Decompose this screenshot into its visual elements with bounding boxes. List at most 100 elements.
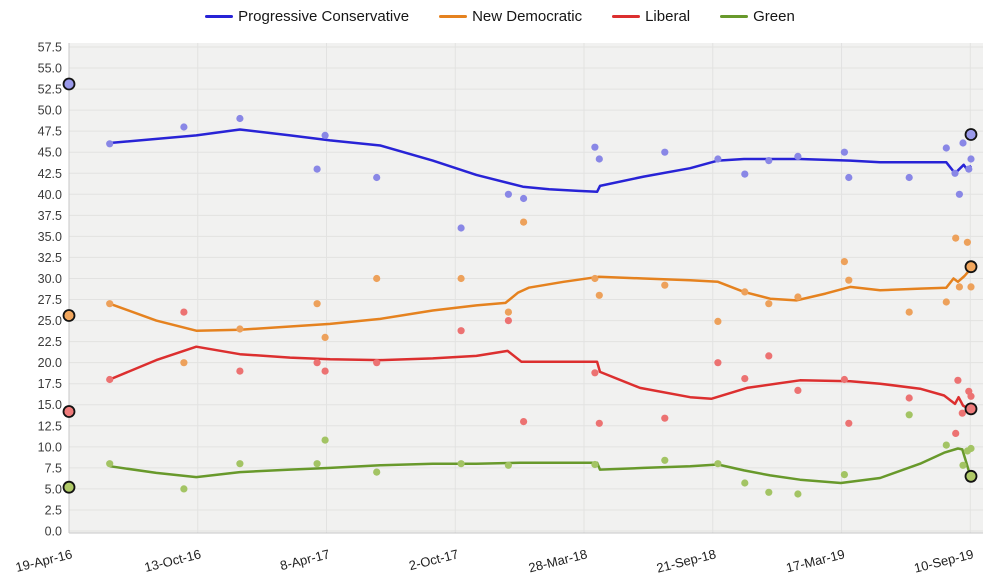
poll-point-2 bbox=[457, 327, 465, 335]
poll-point-2 bbox=[954, 376, 962, 384]
election-marker-1 bbox=[62, 309, 76, 322]
poll-point-3 bbox=[967, 444, 975, 453]
y-tick-label: 32.5 bbox=[38, 251, 62, 265]
election-marker-2 bbox=[62, 405, 76, 418]
y-tick-label: 7.5 bbox=[45, 461, 62, 475]
poll-point-2 bbox=[504, 317, 512, 325]
y-tick-label: 30.0 bbox=[38, 272, 62, 286]
y-tick-label: 22.5 bbox=[38, 335, 62, 349]
poll-point-3 bbox=[313, 460, 321, 468]
y-tick-label: 37.5 bbox=[38, 209, 62, 223]
poll-point-0 bbox=[321, 131, 329, 139]
poll-point-0 bbox=[765, 157, 773, 165]
poll-point-1 bbox=[595, 291, 603, 299]
trend-line-1 bbox=[109, 267, 972, 332]
poll-point-3 bbox=[840, 471, 849, 479]
poll-point-1 bbox=[794, 293, 802, 301]
y-tick-label: 45.0 bbox=[38, 146, 62, 160]
poll-point-2 bbox=[591, 369, 599, 377]
poll-point-2 bbox=[236, 367, 244, 375]
x-tick-label: 19-Apr-16 bbox=[14, 546, 74, 575]
poll-point-3 bbox=[106, 460, 114, 468]
y-tick-label: 40.0 bbox=[38, 188, 62, 202]
legend-item-liberal[interactable]: Liberal bbox=[612, 8, 690, 25]
poll-point-0 bbox=[967, 155, 975, 163]
poll-point-2 bbox=[520, 418, 528, 426]
poll-point-0 bbox=[965, 165, 973, 173]
poll-point-1 bbox=[236, 325, 244, 333]
y-tick-label: 42.5 bbox=[38, 167, 62, 181]
poll-point-3 bbox=[373, 468, 381, 476]
y-tick-label: 15.0 bbox=[38, 398, 62, 412]
poll-point-1 bbox=[661, 281, 669, 289]
legend-item-new-democratic[interactable]: New Democratic bbox=[439, 8, 582, 25]
poll-point-0 bbox=[504, 190, 512, 198]
legend-swatch-ndp-icon bbox=[439, 15, 468, 18]
poll-point-1 bbox=[313, 300, 321, 308]
poll-point-0 bbox=[845, 173, 853, 182]
x-tick-label: 13-Oct-16 bbox=[143, 546, 203, 575]
poll-point-3 bbox=[741, 479, 749, 487]
y-tick-label: 52.5 bbox=[38, 83, 62, 97]
poll-point-0 bbox=[714, 155, 722, 163]
poll-point-1 bbox=[967, 283, 975, 291]
poll-point-3 bbox=[591, 460, 599, 469]
y-tick-label: 35.0 bbox=[38, 230, 62, 244]
poll-point-0 bbox=[180, 123, 188, 131]
poll-point-3 bbox=[180, 485, 188, 493]
poll-point-1 bbox=[905, 308, 913, 316]
election-marker-1 bbox=[964, 260, 978, 274]
poll-point-3 bbox=[504, 461, 512, 469]
y-tick-label: 12.5 bbox=[38, 419, 62, 433]
poll-point-1 bbox=[765, 300, 773, 308]
election-marker-0 bbox=[62, 77, 76, 91]
poll-point-2 bbox=[321, 367, 329, 375]
poll-point-0 bbox=[106, 140, 114, 148]
poll-point-3 bbox=[661, 456, 669, 464]
poll-point-1 bbox=[321, 333, 329, 341]
y-tick-label: 17.5 bbox=[38, 377, 62, 391]
poll-point-1 bbox=[457, 274, 465, 283]
legend-item-progressive-conservative[interactable]: Progressive Conservative bbox=[205, 8, 409, 25]
poll-point-2 bbox=[840, 375, 849, 384]
y-tick-label: 25.0 bbox=[38, 314, 62, 328]
legend-label-green: Green bbox=[753, 8, 795, 25]
legend-swatch-liberal-icon bbox=[612, 15, 641, 18]
election-marker-2 bbox=[964, 402, 978, 416]
poll-point-1 bbox=[504, 308, 512, 316]
y-tick-label: 5.0 bbox=[45, 482, 62, 496]
poll-point-0 bbox=[457, 224, 465, 232]
poll-point-1 bbox=[373, 274, 381, 283]
poll-point-0 bbox=[959, 139, 967, 147]
poll-point-0 bbox=[313, 165, 321, 173]
legend-label-ndp: New Democratic bbox=[472, 8, 583, 25]
poll-point-1 bbox=[942, 298, 950, 306]
poll-point-3 bbox=[942, 441, 950, 449]
poll-point-1 bbox=[840, 258, 849, 266]
poll-point-2 bbox=[180, 308, 188, 316]
poll-point-3 bbox=[794, 490, 802, 498]
legend-swatch-green-icon bbox=[720, 15, 749, 18]
poll-point-0 bbox=[942, 144, 950, 152]
poll-point-2 bbox=[958, 409, 966, 417]
poll-point-1 bbox=[714, 317, 722, 325]
poll-point-0 bbox=[520, 194, 528, 203]
poll-point-2 bbox=[714, 359, 722, 367]
legend-item-green[interactable]: Green bbox=[720, 8, 795, 25]
poll-point-1 bbox=[106, 300, 114, 308]
poll-point-3 bbox=[236, 460, 244, 468]
poll-point-3 bbox=[905, 411, 913, 419]
poll-point-2 bbox=[595, 419, 603, 427]
poll-point-1 bbox=[963, 238, 972, 246]
poll-point-0 bbox=[661, 148, 669, 156]
poll-point-1 bbox=[845, 276, 853, 284]
poll-point-0 bbox=[741, 170, 749, 178]
y-tick-label: 0.0 bbox=[45, 525, 62, 539]
poll-point-1 bbox=[741, 288, 749, 296]
legend-label-liberal: Liberal bbox=[645, 8, 691, 25]
poll-point-0 bbox=[955, 190, 964, 198]
election-marker-3 bbox=[964, 469, 978, 483]
poll-point-2 bbox=[765, 352, 773, 360]
x-tick-label: 2-Oct-17 bbox=[407, 546, 460, 573]
